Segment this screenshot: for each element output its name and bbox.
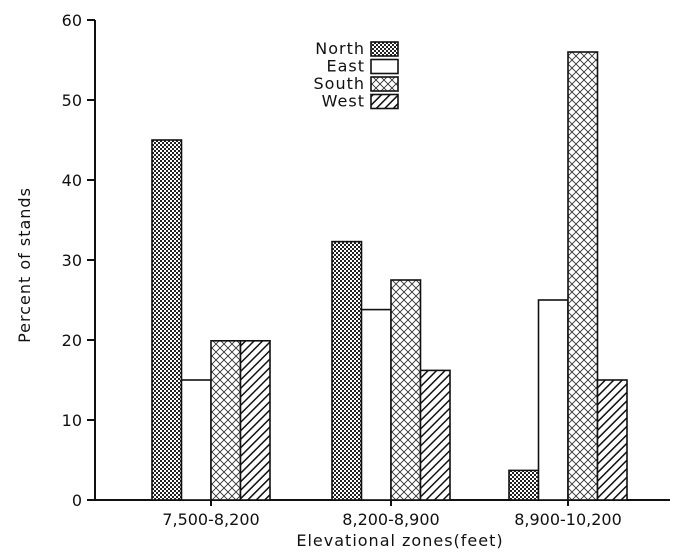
bar-south-1 bbox=[210, 339, 242, 501]
bar-east-3 bbox=[537, 299, 569, 501]
legend-label-south: South bbox=[314, 74, 366, 93]
axes: 0 10 20 30 40 50 60 7,500-8,200 8,200-8,900 8,900… bbox=[62, 11, 670, 529]
x-tick-label: 7,500-8,200 bbox=[162, 510, 259, 529]
x-tick-label: 8,900-10,200 bbox=[514, 510, 622, 529]
bar-south-2 bbox=[390, 279, 422, 501]
legend-label-west: West bbox=[322, 92, 365, 111]
y-tick-label: 0 bbox=[72, 491, 82, 510]
bar-north-3 bbox=[508, 469, 540, 501]
bar-west-2 bbox=[419, 369, 451, 501]
y-tick-label: 30 bbox=[62, 251, 82, 270]
bar-west-3 bbox=[596, 379, 628, 501]
legend-swatch-west bbox=[370, 93, 399, 110]
y-tick-label: 20 bbox=[62, 331, 82, 350]
legend-label-north: North bbox=[315, 39, 365, 58]
legend-label-east: East bbox=[326, 57, 365, 76]
bar-east-2 bbox=[360, 308, 392, 501]
y-tick-label: 60 bbox=[62, 11, 82, 30]
legend-swatch-south bbox=[370, 76, 399, 92]
legend-swatch-north bbox=[370, 41, 399, 57]
bars bbox=[151, 51, 628, 501]
bar-west-1 bbox=[239, 339, 271, 501]
bar-north-1 bbox=[151, 139, 183, 501]
x-tick-label: 8,200-8,900 bbox=[342, 510, 439, 529]
x-axis-label: Elevational zones(feet) bbox=[296, 531, 503, 550]
y-tick-label: 50 bbox=[62, 91, 82, 110]
y-tick-label: 40 bbox=[62, 171, 82, 190]
bar-east-1 bbox=[180, 379, 212, 501]
bar-north-2 bbox=[331, 240, 363, 501]
bar-south-3 bbox=[567, 51, 599, 501]
y-axis-label: Percent of stands bbox=[15, 187, 34, 343]
y-tick-label: 10 bbox=[62, 411, 82, 430]
legend-swatch-east bbox=[370, 58, 399, 75]
